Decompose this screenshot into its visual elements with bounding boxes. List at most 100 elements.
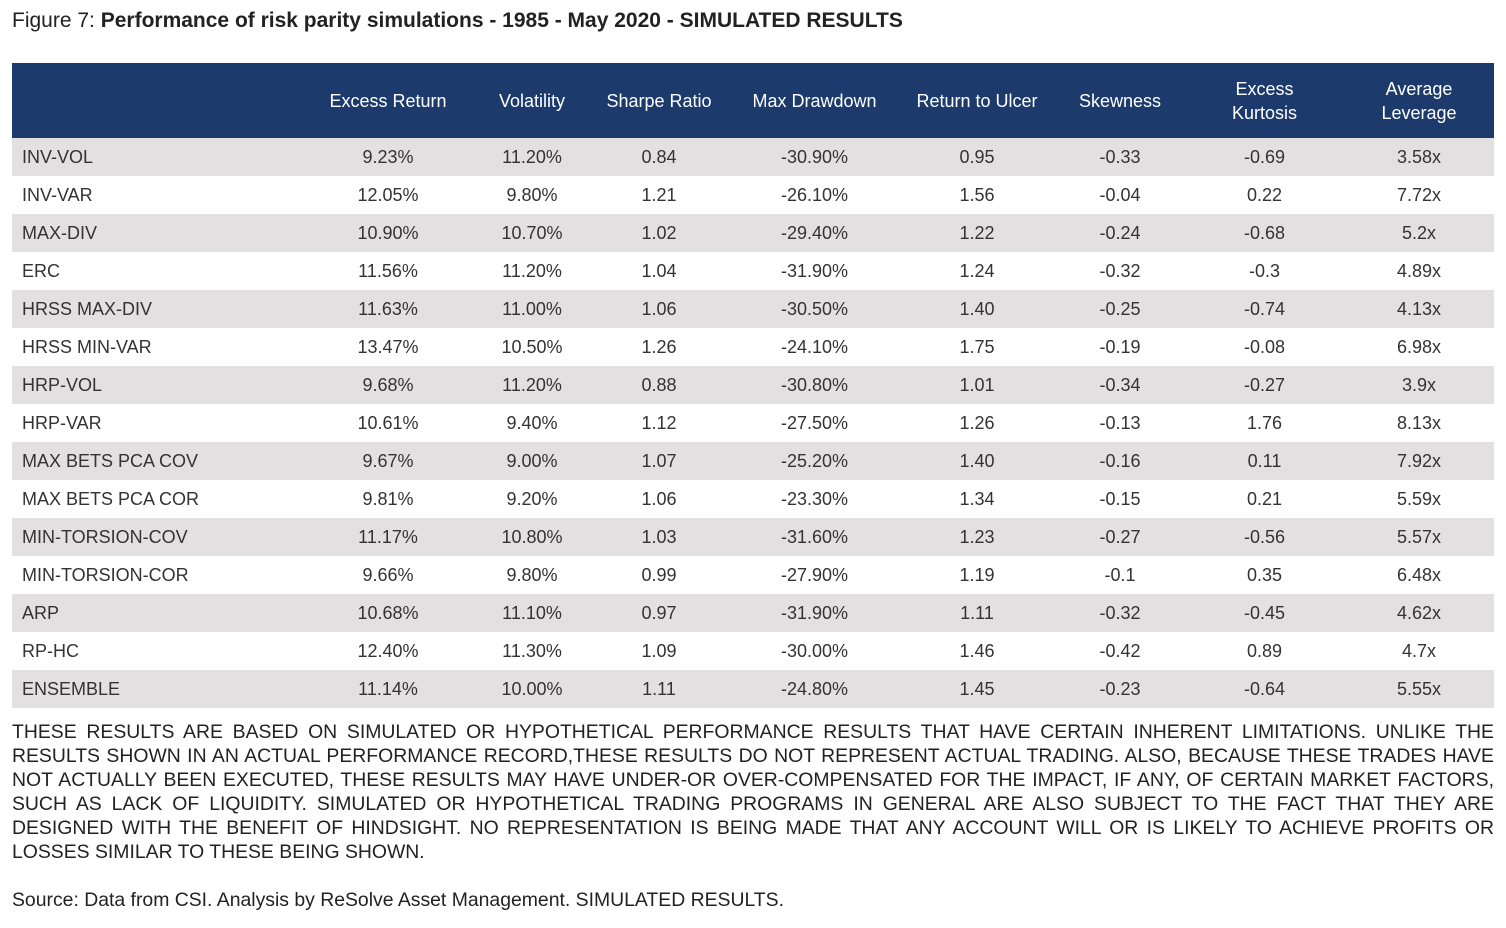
cell-strategy-name: ERC: [22, 260, 61, 281]
cell-strategy-name: MAX BETS PCA COR: [22, 488, 200, 509]
cell-excess-kurtosis: -0.27: [1243, 374, 1286, 395]
table-row: MAX BETS PCA COV 9.67% 9.00% 1.07 -25.20% 1.4…: [12, 442, 1494, 480]
cell-sharpe-ratio: 1.21: [641, 184, 677, 205]
cell-excess-return: 10.68%: [357, 602, 419, 623]
cell-volatility: 9.00%: [506, 450, 558, 471]
header-skewness: Skewness: [1078, 90, 1162, 111]
cell-excess-return: 11.56%: [358, 260, 418, 281]
cell-volatility: 10.50%: [501, 336, 563, 357]
cell-excess-kurtosis: 0.21: [1246, 488, 1283, 509]
cell-excess-kurtosis: -0.64: [1243, 678, 1286, 699]
cell-skewness: -0.15: [1099, 488, 1141, 509]
cell-volatility: 9.80%: [506, 564, 558, 585]
cell-strategy-name: INV-VOL: [22, 146, 94, 167]
cell-excess-return: 11.63%: [358, 298, 418, 319]
table-row: ARP 10.68% 11.10% 0.97 -31.90% 1.11 -0.32 -0.45…: [12, 594, 1494, 632]
cell-average-leverage: 3.9x: [1401, 374, 1437, 395]
header-average-leverage: Average Leverage: [1381, 78, 1457, 123]
cell-skewness: -0.16: [1099, 450, 1141, 471]
cell-excess-kurtosis: -0.08: [1243, 336, 1286, 357]
cell-return-to-ulcer: 1.11: [960, 602, 994, 623]
cell-excess-return: 10.61%: [357, 412, 419, 433]
cell-average-leverage: 5.2x: [1401, 222, 1437, 243]
cell-average-leverage: 7.92x: [1396, 450, 1442, 471]
cell-max-drawdown: -29.40%: [780, 222, 849, 243]
cell-volatility: 9.40%: [506, 412, 558, 433]
cell-skewness: -0.33: [1099, 146, 1141, 167]
cell-sharpe-ratio: 1.02: [641, 222, 677, 243]
cell-return-to-ulcer: 1.26: [959, 412, 995, 433]
cell-sharpe-ratio: 1.09: [641, 640, 677, 661]
cell-return-to-ulcer: 1.75: [959, 336, 995, 357]
figure-title: Figure 7: Performance of risk parity sim…: [12, 8, 903, 34]
cell-return-to-ulcer: 1.45: [959, 678, 995, 699]
table-row: MIN-TORSION-COR 9.66% 9.80% 0.99 -27.90% 1.19…: [12, 556, 1494, 594]
cell-excess-return: 9.68%: [362, 374, 414, 395]
cell-average-leverage: 4.62x: [1396, 602, 1442, 623]
cell-strategy-name: RP-HC: [22, 640, 79, 661]
cell-sharpe-ratio: 1.11: [642, 678, 676, 699]
table-row: HRP-VOL 9.68% 11.20% 0.88 -30.80% 1.01 -0.34 -0…: [12, 366, 1494, 404]
cell-strategy-name: ENSEMBLE: [22, 678, 121, 699]
cell-volatility: 9.80%: [506, 184, 558, 205]
cell-average-leverage: 4.89x: [1396, 260, 1442, 281]
table-row: ERC 11.56% 11.20% 1.04 -31.90% 1.24 -0.32 -0.3 4…: [12, 252, 1494, 290]
cell-strategy-name: MIN-TORSION-COV: [22, 526, 188, 547]
cell-volatility: 10.00%: [501, 678, 563, 699]
table-row: MAX BETS PCA COR 9.81% 9.20% 1.06 -23.30% 1.3…: [12, 480, 1494, 518]
cell-excess-return: 11.17%: [358, 526, 418, 547]
cell-strategy-name: HRP-VAR: [22, 412, 102, 433]
cell-sharpe-ratio: 1.26: [641, 336, 677, 357]
header-volatility: Volatility: [498, 90, 566, 111]
cell-max-drawdown: -23.30%: [780, 488, 849, 509]
table-row: HRSS MAX-DIV 11.63% 11.00% 1.06 -30.50% 1.40 -…: [12, 290, 1494, 328]
cell-average-leverage: 5.55x: [1396, 678, 1442, 699]
header-excess-return: Excess Return: [329, 90, 447, 111]
cell-excess-return: 11.14%: [358, 678, 418, 699]
cell-excess-kurtosis: 0.22: [1246, 184, 1283, 205]
cell-excess-kurtosis: -0.69: [1243, 146, 1286, 167]
table-row: HRP-VAR 10.61% 9.40% 1.12 -27.50% 1.26 -0.13 1.…: [12, 404, 1494, 442]
cell-max-drawdown: -30.50%: [780, 298, 849, 319]
cell-sharpe-ratio: 1.06: [641, 298, 677, 319]
cell-average-leverage: 3.58x: [1396, 146, 1442, 167]
results-table: Excess Return Volatility Sharpe Ratio Ma…: [12, 63, 1494, 708]
disclaimer-text: THESE RESULTS ARE BASED ON SIMULATED OR …: [12, 721, 1494, 863]
cell-average-leverage: 5.59x: [1396, 488, 1442, 509]
cell-return-to-ulcer: 0.95: [959, 146, 995, 167]
cell-excess-kurtosis: -0.3: [1248, 260, 1281, 281]
cell-excess-return: 12.05%: [357, 184, 419, 205]
cell-max-drawdown: -30.00%: [780, 640, 849, 661]
cell-sharpe-ratio: 0.99: [641, 564, 677, 585]
cell-sharpe-ratio: 1.03: [641, 526, 677, 547]
cell-strategy-name: HRSS MAX-DIV: [22, 298, 153, 319]
cell-volatility: 9.20%: [506, 488, 558, 509]
cell-excess-return: 9.67%: [362, 450, 414, 471]
cell-strategy-name: ARP: [22, 602, 60, 623]
cell-volatility: 10.80%: [501, 526, 563, 547]
cell-sharpe-ratio: 1.04: [641, 260, 677, 281]
header-name: [12, 63, 300, 138]
cell-sharpe-ratio: 1.12: [641, 412, 677, 433]
table-row: RP-HC 12.40% 11.30% 1.09 -30.00% 1.46 -0.42 0.8…: [12, 632, 1494, 670]
source-note: Source: Data from CSI. Analysis by ReSol…: [12, 889, 784, 911]
cell-excess-kurtosis: 0.89: [1246, 640, 1283, 661]
cell-excess-kurtosis: 0.35: [1246, 564, 1283, 585]
cell-skewness: -0.34: [1099, 374, 1141, 395]
cell-return-to-ulcer: 1.01: [959, 374, 995, 395]
cell-max-drawdown: -26.10%: [780, 184, 849, 205]
cell-max-drawdown: -24.10%: [780, 336, 849, 357]
cell-return-to-ulcer: 1.56: [959, 184, 995, 205]
cell-strategy-name: MAX BETS PCA COV: [22, 450, 199, 471]
table-row: MAX-DIV 10.90% 10.70% 1.02 -29.40% 1.22 -0.24 -…: [12, 214, 1494, 252]
cell-sharpe-ratio: 0.88: [641, 374, 677, 395]
cell-max-drawdown: -27.90%: [780, 564, 849, 585]
cell-volatility: 11.30%: [502, 640, 562, 661]
cell-return-to-ulcer: 1.34: [959, 488, 995, 509]
cell-skewness: -0.32: [1099, 260, 1141, 281]
cell-return-to-ulcer: 1.40: [959, 298, 995, 319]
cell-volatility: 11.00%: [502, 298, 562, 319]
cell-average-leverage: 7.72x: [1396, 184, 1442, 205]
cell-excess-kurtosis: -0.68: [1243, 222, 1286, 243]
cell-return-to-ulcer: 1.19: [959, 564, 995, 585]
